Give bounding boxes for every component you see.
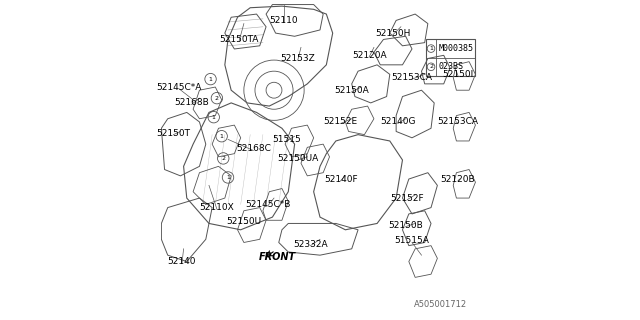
Text: 52150UA: 52150UA (277, 154, 319, 163)
Text: 52150B: 52150B (388, 220, 423, 229)
Text: FRONT: FRONT (259, 252, 296, 262)
Text: 52153CA: 52153CA (392, 73, 433, 82)
Text: 1: 1 (212, 115, 216, 120)
Text: 51515: 51515 (272, 135, 301, 144)
Text: M000385: M000385 (438, 44, 474, 53)
Text: 52152E: 52152E (324, 117, 358, 126)
Text: 2: 2 (215, 96, 219, 101)
Text: 51515A: 51515A (394, 236, 429, 245)
Text: 52150T: 52150T (156, 129, 191, 138)
Text: 52150H: 52150H (375, 28, 411, 38)
Text: 52153CA: 52153CA (438, 117, 479, 126)
Text: 52168C: 52168C (236, 144, 271, 153)
Text: 52153Z: 52153Z (280, 54, 315, 63)
Text: 52140: 52140 (168, 257, 196, 266)
Text: 52110X: 52110X (200, 203, 234, 212)
Text: 023BS: 023BS (438, 62, 463, 71)
Text: 1: 1 (226, 175, 230, 180)
Text: 1: 1 (209, 76, 212, 82)
Text: 52110: 52110 (269, 16, 298, 25)
Text: 52120A: 52120A (352, 51, 387, 60)
Text: 52168B: 52168B (174, 99, 209, 108)
Text: 52150TA: 52150TA (220, 35, 259, 44)
Text: 52120B: 52120B (441, 174, 476, 184)
Text: 52150I: 52150I (442, 70, 474, 79)
Text: A505001712: A505001712 (414, 300, 467, 309)
Text: 2: 2 (221, 156, 225, 161)
Text: 52332A: 52332A (293, 240, 328, 249)
Text: 52152F: 52152F (390, 194, 424, 203)
Text: 52145C*A: 52145C*A (156, 83, 202, 92)
Text: 52150A: 52150A (334, 86, 369, 95)
Text: 1: 1 (429, 46, 433, 51)
Text: 52140G: 52140G (380, 117, 415, 126)
Text: 52145C*B: 52145C*B (245, 200, 291, 209)
Text: 2: 2 (429, 64, 433, 69)
Text: 52150U: 52150U (227, 217, 261, 226)
Text: 52140F: 52140F (324, 174, 357, 184)
Text: 1: 1 (220, 134, 223, 139)
